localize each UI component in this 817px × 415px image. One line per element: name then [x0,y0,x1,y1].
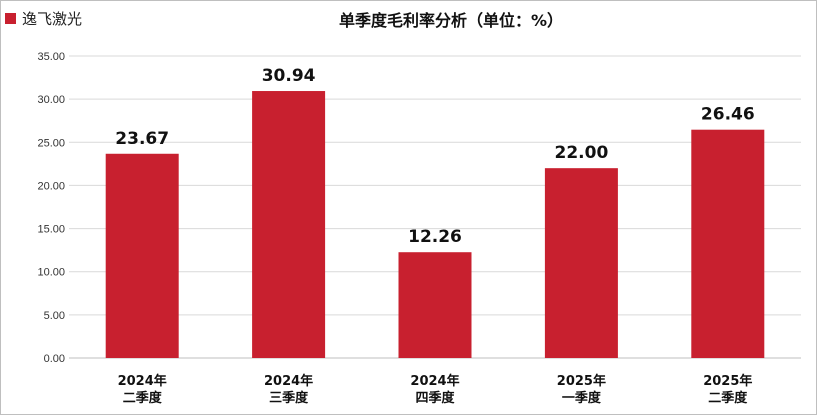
data-label: 30.94 [262,66,316,86]
data-label: 26.46 [701,105,755,125]
y-tick-label: 35.00 [37,51,65,63]
x-tick-label-year: 2024年 [264,373,313,389]
x-tick-label-quarter: 三季度 [269,390,309,406]
x-tick-label-quarter: 二季度 [708,390,748,406]
x-tick-label-quarter: 四季度 [415,390,455,406]
y-axis-ticks: 0.00 5.00 10.00 15.00 20.00 25.00 30.00 35.00 [37,51,65,365]
bar [544,168,618,358]
y-tick-label: 30.00 [37,94,65,106]
x-tick-label-year: 2024年 [410,373,459,389]
x-tick-label-year: 2025年 [703,373,752,389]
x-tick-label-year: 2024年 [118,373,167,389]
data-label: 23.67 [115,129,169,149]
legend-swatch [5,13,16,24]
x-tick-label-quarter: 二季度 [123,390,163,406]
y-tick-label: 0.00 [44,353,65,365]
y-tick-label: 15.00 [37,224,65,236]
y-tick-label: 25.00 [37,137,65,149]
data-labels: 23.67 30.94 12.26 22.00 26.46 [115,66,754,247]
legend: 逸飞激光 [5,10,82,28]
bar [252,91,326,359]
x-tick-label-quarter: 一季度 [562,390,602,406]
bar [105,153,179,358]
bars [105,91,765,359]
bar [398,252,472,358]
legend-label: 逸飞激光 [22,10,82,28]
chart-title: 单季度毛利率分析（单位：%） [339,11,563,30]
x-tick-label-year: 2025年 [557,373,606,389]
y-tick-label: 10.00 [37,267,65,279]
bar [691,129,765,358]
y-tick-label: 20.00 [37,180,65,192]
data-label: 22.00 [555,143,609,163]
data-label: 12.26 [408,227,462,247]
y-tick-label: 5.00 [44,310,65,322]
